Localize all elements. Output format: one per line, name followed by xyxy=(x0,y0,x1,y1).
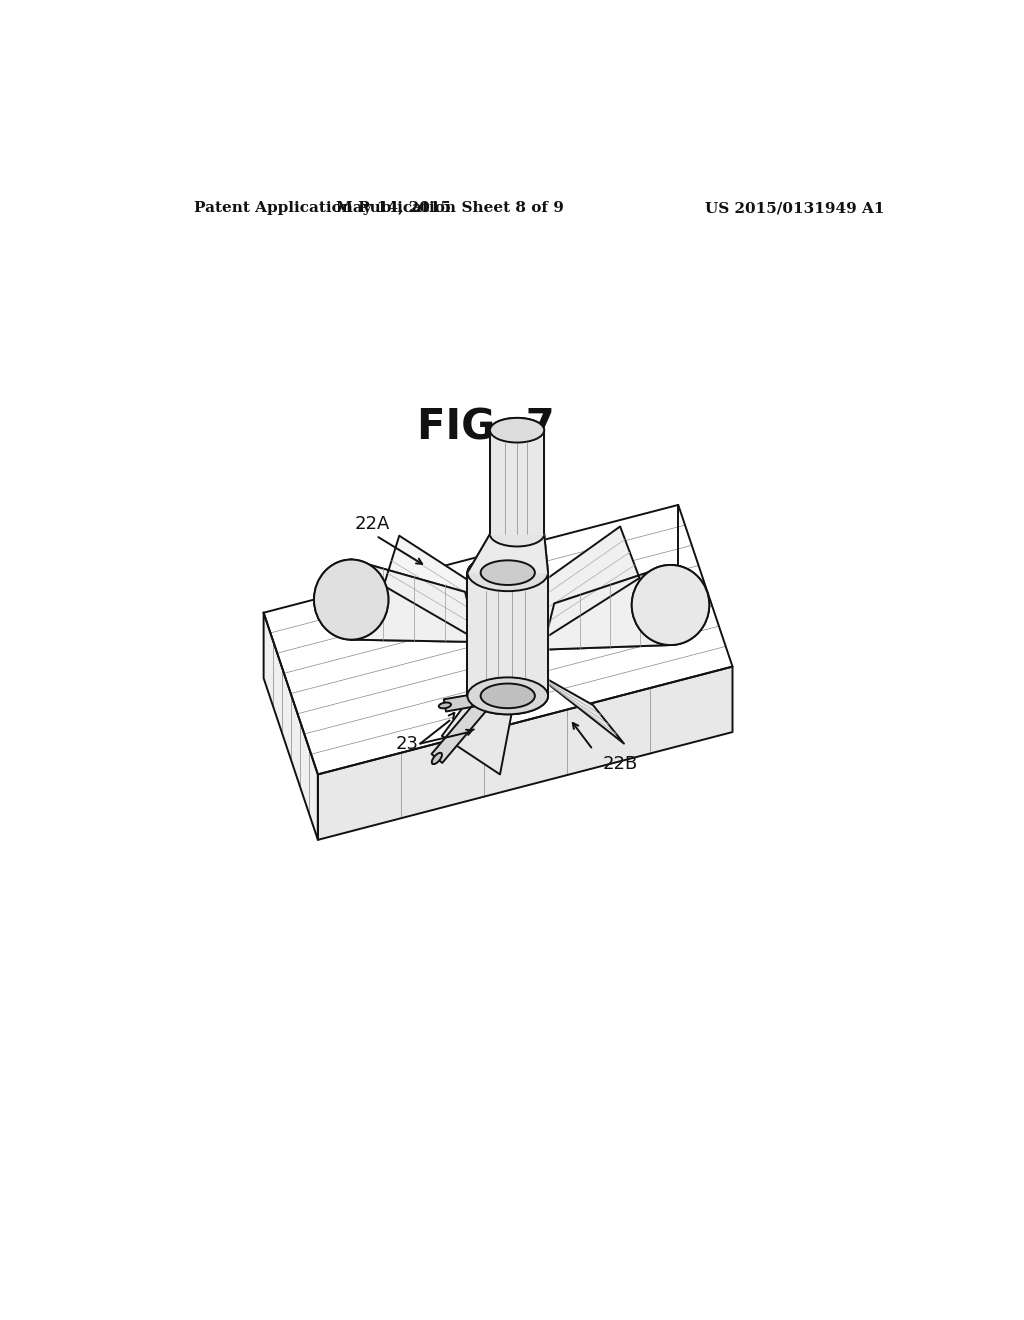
Polygon shape xyxy=(489,430,544,535)
Ellipse shape xyxy=(489,418,544,442)
Ellipse shape xyxy=(505,696,539,711)
Ellipse shape xyxy=(467,554,548,591)
Ellipse shape xyxy=(467,554,548,591)
Ellipse shape xyxy=(632,565,710,645)
Ellipse shape xyxy=(489,521,544,546)
Polygon shape xyxy=(431,660,522,763)
Polygon shape xyxy=(467,573,548,696)
Text: Patent Application Publication: Patent Application Publication xyxy=(194,202,456,215)
Ellipse shape xyxy=(467,677,548,714)
Polygon shape xyxy=(263,506,732,775)
Polygon shape xyxy=(467,535,548,573)
Polygon shape xyxy=(442,657,519,775)
Text: 23: 23 xyxy=(395,735,419,752)
Ellipse shape xyxy=(480,560,535,585)
Ellipse shape xyxy=(314,560,388,640)
Polygon shape xyxy=(467,535,548,573)
Polygon shape xyxy=(467,573,548,696)
Polygon shape xyxy=(543,565,671,649)
Polygon shape xyxy=(384,536,493,642)
Polygon shape xyxy=(443,684,538,711)
Polygon shape xyxy=(489,430,544,535)
Ellipse shape xyxy=(467,677,548,714)
Text: May 14, 2015  Sheet 8 of 9: May 14, 2015 Sheet 8 of 9 xyxy=(336,202,563,215)
Ellipse shape xyxy=(480,560,535,585)
Ellipse shape xyxy=(632,565,710,645)
Ellipse shape xyxy=(314,560,388,640)
Polygon shape xyxy=(523,527,640,642)
Ellipse shape xyxy=(432,752,442,764)
Ellipse shape xyxy=(489,418,544,442)
Polygon shape xyxy=(515,661,624,743)
Text: 22B: 22B xyxy=(602,755,638,774)
Text: FIG. 7: FIG. 7 xyxy=(417,407,555,449)
Ellipse shape xyxy=(480,684,535,708)
Ellipse shape xyxy=(489,521,544,546)
Polygon shape xyxy=(317,667,732,840)
Ellipse shape xyxy=(475,694,509,710)
Text: US 2015/0131949 A1: US 2015/0131949 A1 xyxy=(706,202,885,215)
Polygon shape xyxy=(263,612,317,840)
Ellipse shape xyxy=(480,684,535,708)
Ellipse shape xyxy=(438,702,451,709)
Text: 22A: 22A xyxy=(354,515,390,533)
Polygon shape xyxy=(351,560,477,642)
